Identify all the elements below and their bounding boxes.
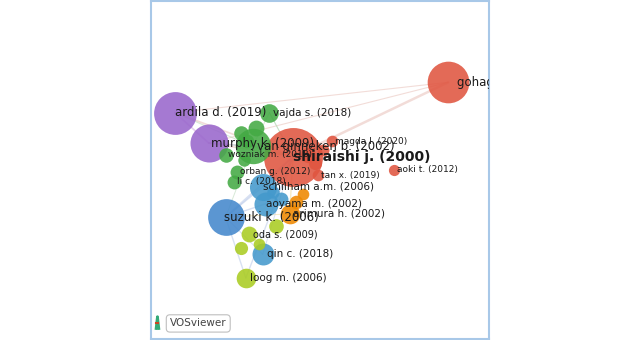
- Text: oda s. (2009): oda s. (2009): [253, 229, 317, 239]
- Point: [239, 157, 249, 163]
- Point: [318, 147, 328, 152]
- Text: li c. (2018): li c. (2018): [237, 177, 285, 186]
- Text: gohagan j.k. (2000): gohagan j.k. (2000): [456, 76, 572, 89]
- Text: shiraishi j. (2000): shiraishi j. (2000): [293, 150, 431, 164]
- Point: [271, 223, 282, 228]
- Point: [288, 154, 298, 159]
- Point: [310, 160, 320, 166]
- Point: [285, 211, 295, 217]
- Point: [389, 167, 399, 173]
- Text: suzuki k. (2006): suzuki k. (2006): [224, 211, 319, 224]
- Point: [232, 169, 243, 174]
- Point: [236, 245, 246, 250]
- Text: tan x. (2019): tan x. (2019): [321, 171, 380, 180]
- Text: VOSviewer: VOSviewer: [170, 319, 227, 328]
- Point: [326, 139, 337, 144]
- Text: vajda s. (2018): vajda s. (2018): [273, 108, 351, 118]
- Text: orban g. (2012): orban g. (2012): [240, 167, 310, 176]
- Text: aoki t. (2012): aoki t. (2012): [397, 166, 458, 174]
- Point: [248, 144, 258, 149]
- Point: [251, 125, 261, 131]
- Point: [261, 201, 271, 206]
- Text: murphy k. (2009): murphy k. (2009): [211, 137, 314, 150]
- Point: [313, 172, 323, 178]
- Point: [276, 196, 286, 201]
- Point: [204, 140, 214, 146]
- Text: magda l. (2020): magda l. (2020): [335, 137, 407, 146]
- Text: loog m. (2006): loog m. (2006): [250, 273, 326, 283]
- Text: aoyama m. (2002): aoyama m. (2002): [266, 199, 362, 209]
- Point: [220, 215, 230, 220]
- Point: [303, 152, 314, 157]
- Text: qin c. (2018): qin c. (2018): [267, 249, 333, 259]
- Point: [244, 231, 254, 237]
- Point: [170, 110, 180, 115]
- Point: [257, 184, 268, 190]
- Point: [291, 199, 301, 205]
- Point: [241, 275, 251, 280]
- Point: [257, 252, 268, 257]
- Text: schilham a.m. (2006): schilham a.m. (2006): [262, 182, 374, 192]
- Text: wozniak m. (2018): wozniak m. (2018): [228, 150, 312, 159]
- Point: [229, 179, 239, 185]
- Point: [243, 139, 253, 144]
- Point: [264, 110, 275, 115]
- Text: van ginneken b. (2002): van ginneken b. (2002): [257, 140, 394, 153]
- Point: [443, 80, 453, 85]
- Text: arimura h. (2002): arimura h. (2002): [293, 209, 385, 219]
- Point: [220, 152, 230, 157]
- Point: [298, 191, 308, 196]
- Point: [268, 189, 278, 194]
- Text: ardila d. (2019): ardila d. (2019): [175, 106, 266, 119]
- Point: [236, 130, 246, 136]
- Point: [254, 241, 264, 247]
